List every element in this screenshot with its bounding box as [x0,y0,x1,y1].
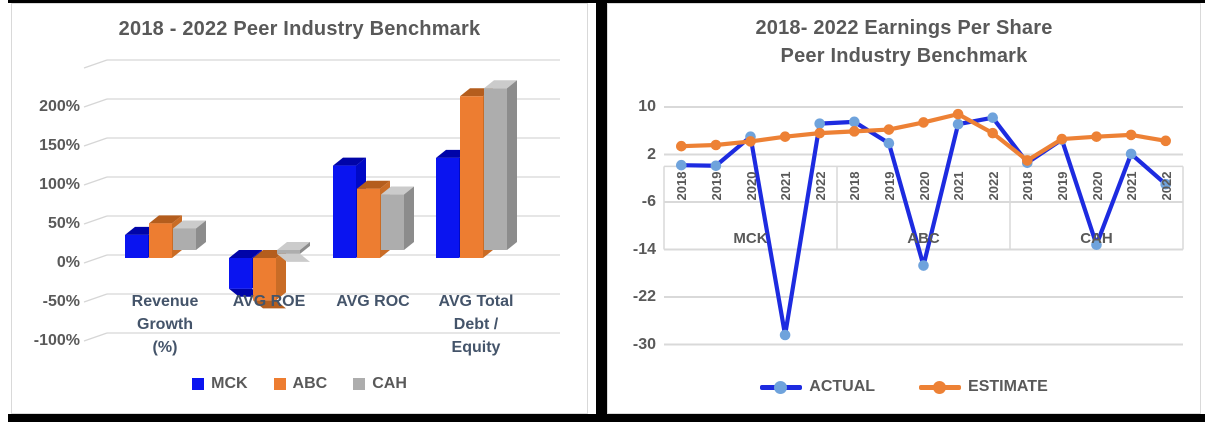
bar-cah-3 [381,186,414,250]
bar-cah-4 [484,80,517,250]
gridline-diag [83,59,108,69]
marker-estimate [987,127,998,139]
gridline-diag [83,293,108,303]
cah-swatch [353,378,366,390]
marker-actual [918,260,929,271]
marker-estimate [676,140,687,152]
legend-item-abc: ABC [273,375,328,393]
marker-actual [676,159,687,171]
left-legend: MCK ABC CAH [12,375,587,393]
bar-cah-2 [277,242,310,262]
left-chart-title: 2018 - 2022 Peer Industry Benchmark [118,18,481,40]
estimate-line-sample [919,380,962,394]
legend-label-cah: CAH [372,375,407,392]
left-chart-panel: 2018 - 2022 Peer Industry Benchmark 200%… [11,3,588,414]
marker-estimate [952,108,964,120]
marker-estimate [849,126,860,137]
legend-label-actual: ACTUAL [809,378,876,395]
gridline-diag [83,137,108,147]
gridline-diag [83,176,108,186]
actual-marker-icon [774,380,788,394]
estimate-marker-icon [933,380,947,394]
bar-cah-1 [173,220,206,250]
legend-item-actual: ACTUAL [760,378,875,396]
gridline-diag [83,98,108,108]
marker-estimate [883,124,895,135]
marker-actual [883,137,895,149]
marker-estimate [1022,155,1033,166]
marker-actual [779,329,791,341]
gridline-diag [83,215,108,225]
marker-estimate [1091,131,1102,142]
marker-estimate [1160,135,1171,147]
marker-actual [1091,239,1102,251]
legend-item-mck: MCK [192,375,248,393]
marker-actual [1160,178,1171,190]
marker-estimate [814,127,825,139]
marker-estimate [1056,133,1068,145]
right-chart-title-line2: Peer Industry Benchmark [780,45,1028,67]
marker-actual [814,118,825,129]
marker-actual [710,160,722,172]
marker-estimate [1125,129,1137,141]
marker-estimate [918,117,929,128]
right-legend: ACTUAL ESTIMATE [608,378,1200,396]
marker-estimate [745,136,756,147]
gridline-diag [83,332,108,342]
marker-actual [987,112,998,123]
marker-actual [952,118,964,130]
mck-swatch [192,378,205,390]
marker-estimate [779,131,791,142]
right-chart-panel: 2018- 2022 Earnings Per Share Peer Indus… [607,3,1201,414]
legend-item-cah: CAH [353,375,407,393]
actual-line-sample [760,380,803,394]
bar-abc-2 [253,250,286,309]
legend-label-estimate: ESTIMATE [968,378,1048,395]
legend-label-mck: MCK [211,375,248,392]
gridline-diag [83,254,108,264]
left-plot [83,59,560,342]
abc-swatch [273,378,286,390]
marker-actual [849,116,860,128]
frame-divider [596,0,607,422]
right-chart-title-line1: 2018- 2022 Earnings Per Share [755,17,1053,39]
legend-label-abc: ABC [292,375,328,392]
right-plot [663,106,1184,346]
marker-estimate [710,139,722,151]
line-actual [679,115,1168,338]
marker-actual [1125,148,1137,160]
legend-item-estimate: ESTIMATE [919,378,1048,396]
